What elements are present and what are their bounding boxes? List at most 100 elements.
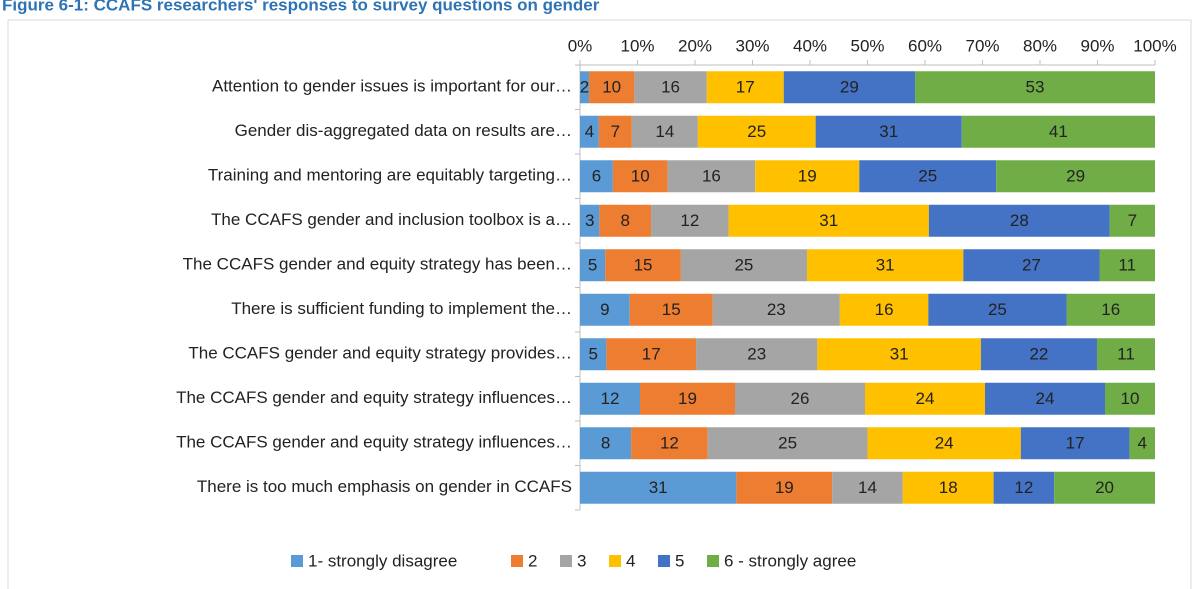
data-label: 25 — [747, 122, 766, 141]
data-label: 10 — [631, 167, 650, 186]
data-label: 14 — [858, 478, 877, 497]
data-label: 11 — [1118, 256, 1136, 275]
legend-label: 6 - strongly agree — [724, 551, 856, 570]
x-tick-label: 0% — [568, 36, 593, 55]
data-label: 17 — [1066, 434, 1085, 453]
y-tick-label: The CCAFS gender and equity strategy has… — [183, 255, 572, 274]
data-label: 25 — [988, 300, 1007, 319]
data-label: 25 — [778, 434, 797, 453]
bar-segment — [902, 471, 994, 504]
data-label: 12 — [601, 389, 620, 408]
bar-segment — [631, 115, 698, 148]
data-label: 19 — [775, 478, 794, 497]
bar-segment — [598, 115, 632, 148]
legend-label: 3 — [577, 551, 586, 570]
bar-segment — [580, 338, 607, 371]
bar-segment — [1054, 471, 1155, 504]
bar-segment — [806, 249, 964, 282]
bar-segment — [867, 427, 1021, 460]
x-tick-label: 90% — [1080, 36, 1114, 55]
bar-segment — [589, 71, 635, 104]
legend-swatch — [511, 555, 523, 567]
bar-segment — [651, 204, 729, 237]
bar-segment — [580, 71, 590, 104]
data-label: 16 — [702, 167, 721, 186]
bar-segment — [961, 115, 1155, 148]
bar-segment — [580, 427, 632, 460]
y-tick-label: The CCAFS gender and equity strategy inf… — [176, 433, 572, 452]
bar-segment — [580, 160, 613, 193]
bar-segment — [1109, 204, 1155, 237]
legend-swatch — [291, 555, 303, 567]
data-label: 6 — [592, 167, 601, 186]
y-tick-label: Gender dis-aggregated data on results ar… — [235, 121, 572, 140]
data-label: 4 — [585, 122, 594, 141]
bar-segment — [1105, 382, 1155, 415]
bar-segment — [580, 115, 599, 148]
y-tick-label: The CCAFS gender and inclusion toolbox i… — [211, 210, 572, 229]
data-label: 29 — [1066, 167, 1085, 186]
bar-segment — [1066, 293, 1155, 326]
data-label: 25 — [734, 256, 753, 275]
data-label: 10 — [1121, 389, 1140, 408]
data-label: 27 — [1022, 256, 1041, 275]
data-label: 26 — [791, 389, 810, 408]
bar-segment — [963, 249, 1100, 282]
data-label: 10 — [602, 78, 621, 97]
bar-segment — [680, 249, 807, 282]
bar-segment — [580, 293, 630, 326]
bar-segment — [580, 471, 737, 504]
bar-segment — [580, 382, 640, 415]
data-label: 24 — [1036, 389, 1055, 408]
x-tick-label: 80% — [1023, 36, 1057, 55]
y-tick-label: The CCAFS gender and equity strategy inf… — [176, 388, 572, 407]
chart-title: Figure 6-1: CCAFS researchers' responses… — [2, 0, 600, 14]
y-tick-label: There is too much emphasis on gender in … — [197, 477, 572, 496]
x-tick-label: 30% — [735, 36, 769, 55]
bar-segment — [629, 293, 713, 326]
bar-segment — [580, 249, 606, 282]
bar-segment — [667, 160, 756, 193]
bar-segment — [928, 204, 1110, 237]
bar-segment — [817, 338, 981, 371]
data-label: 17 — [642, 345, 661, 364]
legend-label: 1- strongly disagree — [308, 551, 457, 570]
legend-swatch — [609, 555, 621, 567]
bar-segment — [985, 382, 1105, 415]
bar-segment — [980, 338, 1097, 371]
y-tick-label: There is sufficient funding to implement… — [231, 299, 572, 318]
legend-swatch — [658, 555, 670, 567]
bar-segment — [640, 382, 735, 415]
data-label: 20 — [1095, 478, 1114, 497]
data-label: 7 — [611, 122, 620, 141]
bar-segment — [865, 382, 985, 415]
data-label: 24 — [935, 434, 954, 453]
data-label: 4 — [1137, 434, 1146, 453]
x-tick-label: 60% — [908, 36, 942, 55]
bar-segment — [832, 471, 903, 504]
x-tick-label: 50% — [850, 36, 884, 55]
x-tick-label: 20% — [678, 36, 712, 55]
bar-segment — [605, 249, 681, 282]
bar-segment — [859, 160, 997, 193]
bar-segment — [706, 71, 784, 104]
bar-segment — [707, 427, 868, 460]
y-tick-label: Attention to gender issues is important … — [212, 77, 572, 96]
data-label: 11 — [1117, 345, 1135, 364]
data-label: 5 — [588, 345, 597, 364]
x-tick-label: 10% — [620, 36, 654, 55]
data-label: 14 — [655, 122, 674, 141]
y-tick-label: The CCAFS gender and equity strategy pro… — [188, 344, 572, 363]
x-tick-label: 70% — [965, 36, 999, 55]
data-label: 41 — [1049, 122, 1068, 141]
bar-segment — [697, 115, 816, 148]
data-label: 18 — [939, 478, 958, 497]
bar-segment — [993, 471, 1055, 504]
data-label: 31 — [890, 345, 909, 364]
data-label: 31 — [876, 256, 895, 275]
bar-segment — [1020, 427, 1130, 460]
bar-segment — [735, 382, 865, 415]
data-label: 16 — [661, 78, 680, 97]
data-label: 19 — [678, 389, 697, 408]
